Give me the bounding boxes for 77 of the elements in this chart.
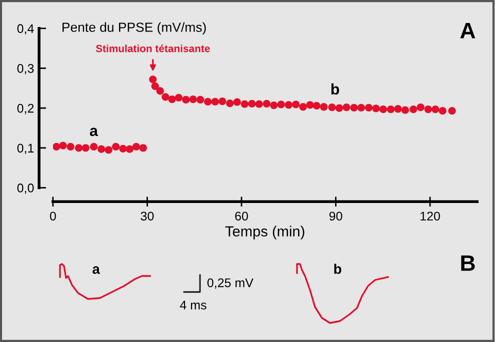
point (196, 96, 204, 104)
point (168, 95, 176, 104)
x-axis-title: Temps (min) (225, 226, 304, 240)
point (299, 103, 307, 111)
point (255, 100, 263, 108)
point (112, 142, 120, 151)
point (174, 94, 182, 102)
point (328, 103, 336, 112)
point (104, 146, 112, 154)
annotation: A (460, 22, 476, 38)
annotation: Stimulation tétanisante (96, 44, 210, 52)
point (59, 142, 67, 150)
x-tick-label: 0 (50, 212, 56, 221)
point (364, 104, 373, 112)
point (218, 97, 226, 106)
point (182, 96, 190, 104)
point (126, 145, 134, 153)
point (306, 101, 314, 109)
text: 0,25 mV (207, 278, 254, 289)
point (226, 99, 234, 108)
y-tick-label: 0,0 (17, 184, 34, 194)
y-tick-label: 0,1 (17, 144, 34, 154)
point (438, 107, 446, 115)
point (248, 100, 256, 108)
point (372, 104, 380, 112)
text: a (92, 266, 100, 274)
y-axis-title: Pente du PPSE (mV/ms) (62, 22, 206, 35)
point (350, 104, 358, 112)
point (386, 105, 395, 114)
point (277, 100, 285, 108)
point (448, 107, 456, 115)
y-tick-label: 0,3 (17, 64, 34, 74)
point (149, 76, 157, 84)
point (312, 102, 320, 110)
point (379, 105, 388, 114)
point (262, 100, 270, 108)
point (394, 105, 402, 113)
y-tick-label: 0,4 (17, 24, 34, 35)
point (151, 82, 159, 90)
point (139, 144, 147, 152)
x-tick-label: 30 (140, 212, 154, 221)
point (204, 98, 212, 106)
point (82, 144, 90, 152)
point (416, 103, 424, 112)
point (90, 142, 98, 151)
point (335, 104, 344, 112)
point (240, 100, 248, 108)
annotation: b (331, 83, 340, 95)
x-tick-label: 90 (329, 212, 342, 221)
point (52, 142, 60, 151)
point (424, 105, 432, 114)
point (211, 98, 219, 106)
point (410, 105, 418, 114)
point (66, 142, 74, 151)
point (132, 142, 140, 151)
point (189, 95, 197, 104)
point (162, 93, 170, 101)
text: B (461, 256, 475, 271)
x-tick-label: 120 (420, 212, 440, 221)
point (156, 87, 164, 95)
x-tick-label: 60 (235, 212, 248, 221)
text: 4 ms (180, 300, 206, 310)
annotation: a (90, 128, 98, 136)
point (98, 145, 106, 153)
point (342, 103, 350, 112)
point (357, 104, 366, 112)
y-tick-label: 0,2 (17, 104, 34, 114)
point (432, 105, 440, 114)
point (401, 106, 410, 114)
point (284, 101, 292, 109)
point (320, 103, 328, 111)
text: b (334, 264, 342, 274)
point (119, 144, 127, 153)
point (74, 144, 83, 152)
point (292, 100, 300, 108)
point (270, 101, 278, 110)
point (233, 98, 241, 106)
